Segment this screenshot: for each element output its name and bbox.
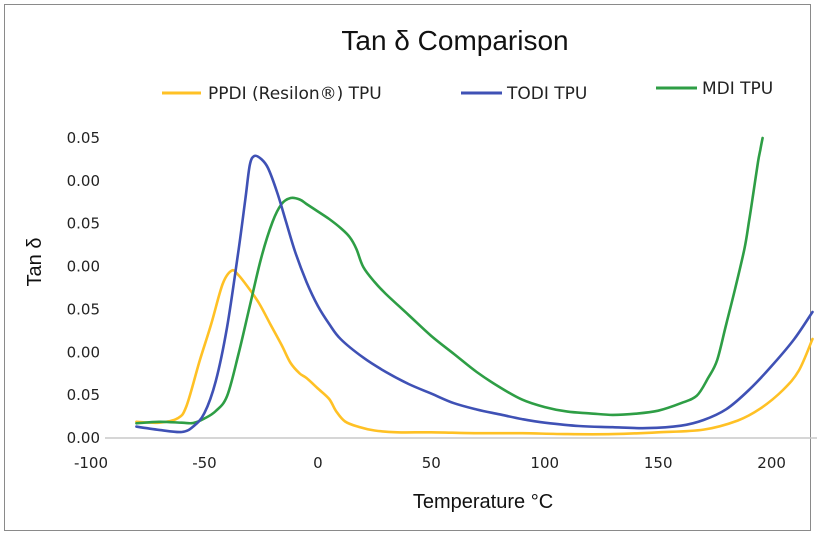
chart-frame [4,4,811,531]
legend-label: MDI TPU [702,79,773,99]
y-tick-label: 0.00 [67,258,100,276]
y-tick-label: 0.00 [67,172,100,190]
legend-label: TODI TPU [506,84,587,104]
y-axis-label: Tan δ [24,238,46,287]
x-tick-label: 50 [422,454,441,472]
y-tick-label: 0.05 [67,215,100,233]
series-line-ppdi [135,268,814,436]
x-tick-label: 150 [644,454,673,472]
x-tick-label: 0 [313,454,323,472]
series-line-mdi [135,136,764,425]
x-axis-label: Temperature °C [413,491,553,513]
x-axis-ticks: -100 -50 0 50 100 150 200 [74,454,786,472]
legend: PPDI (Resilon®) TPU TODI TPU MDI TPU [162,79,773,104]
x-tick-label: 100 [530,454,559,472]
y-tick-label: 0.05 [67,386,100,404]
x-tick-label: -100 [74,454,108,472]
y-tick-label: 0.00 [67,343,100,361]
series-line-todi [135,154,814,434]
legend-label: PPDI (Resilon®) TPU [208,84,382,104]
y-tick-label: 0.00 [67,429,100,447]
chart-title: Tan δ Comparison [341,25,568,56]
x-tick-label: 200 [757,454,786,472]
y-axis-ticks: 0.00 0.05 0.00 0.05 0.00 0.05 0.00 0.05 [67,129,100,447]
y-tick-label: 0.05 [67,300,100,318]
series-layer [135,136,814,436]
x-tick-label: -50 [192,454,217,472]
y-tick-label: 0.05 [67,129,100,147]
